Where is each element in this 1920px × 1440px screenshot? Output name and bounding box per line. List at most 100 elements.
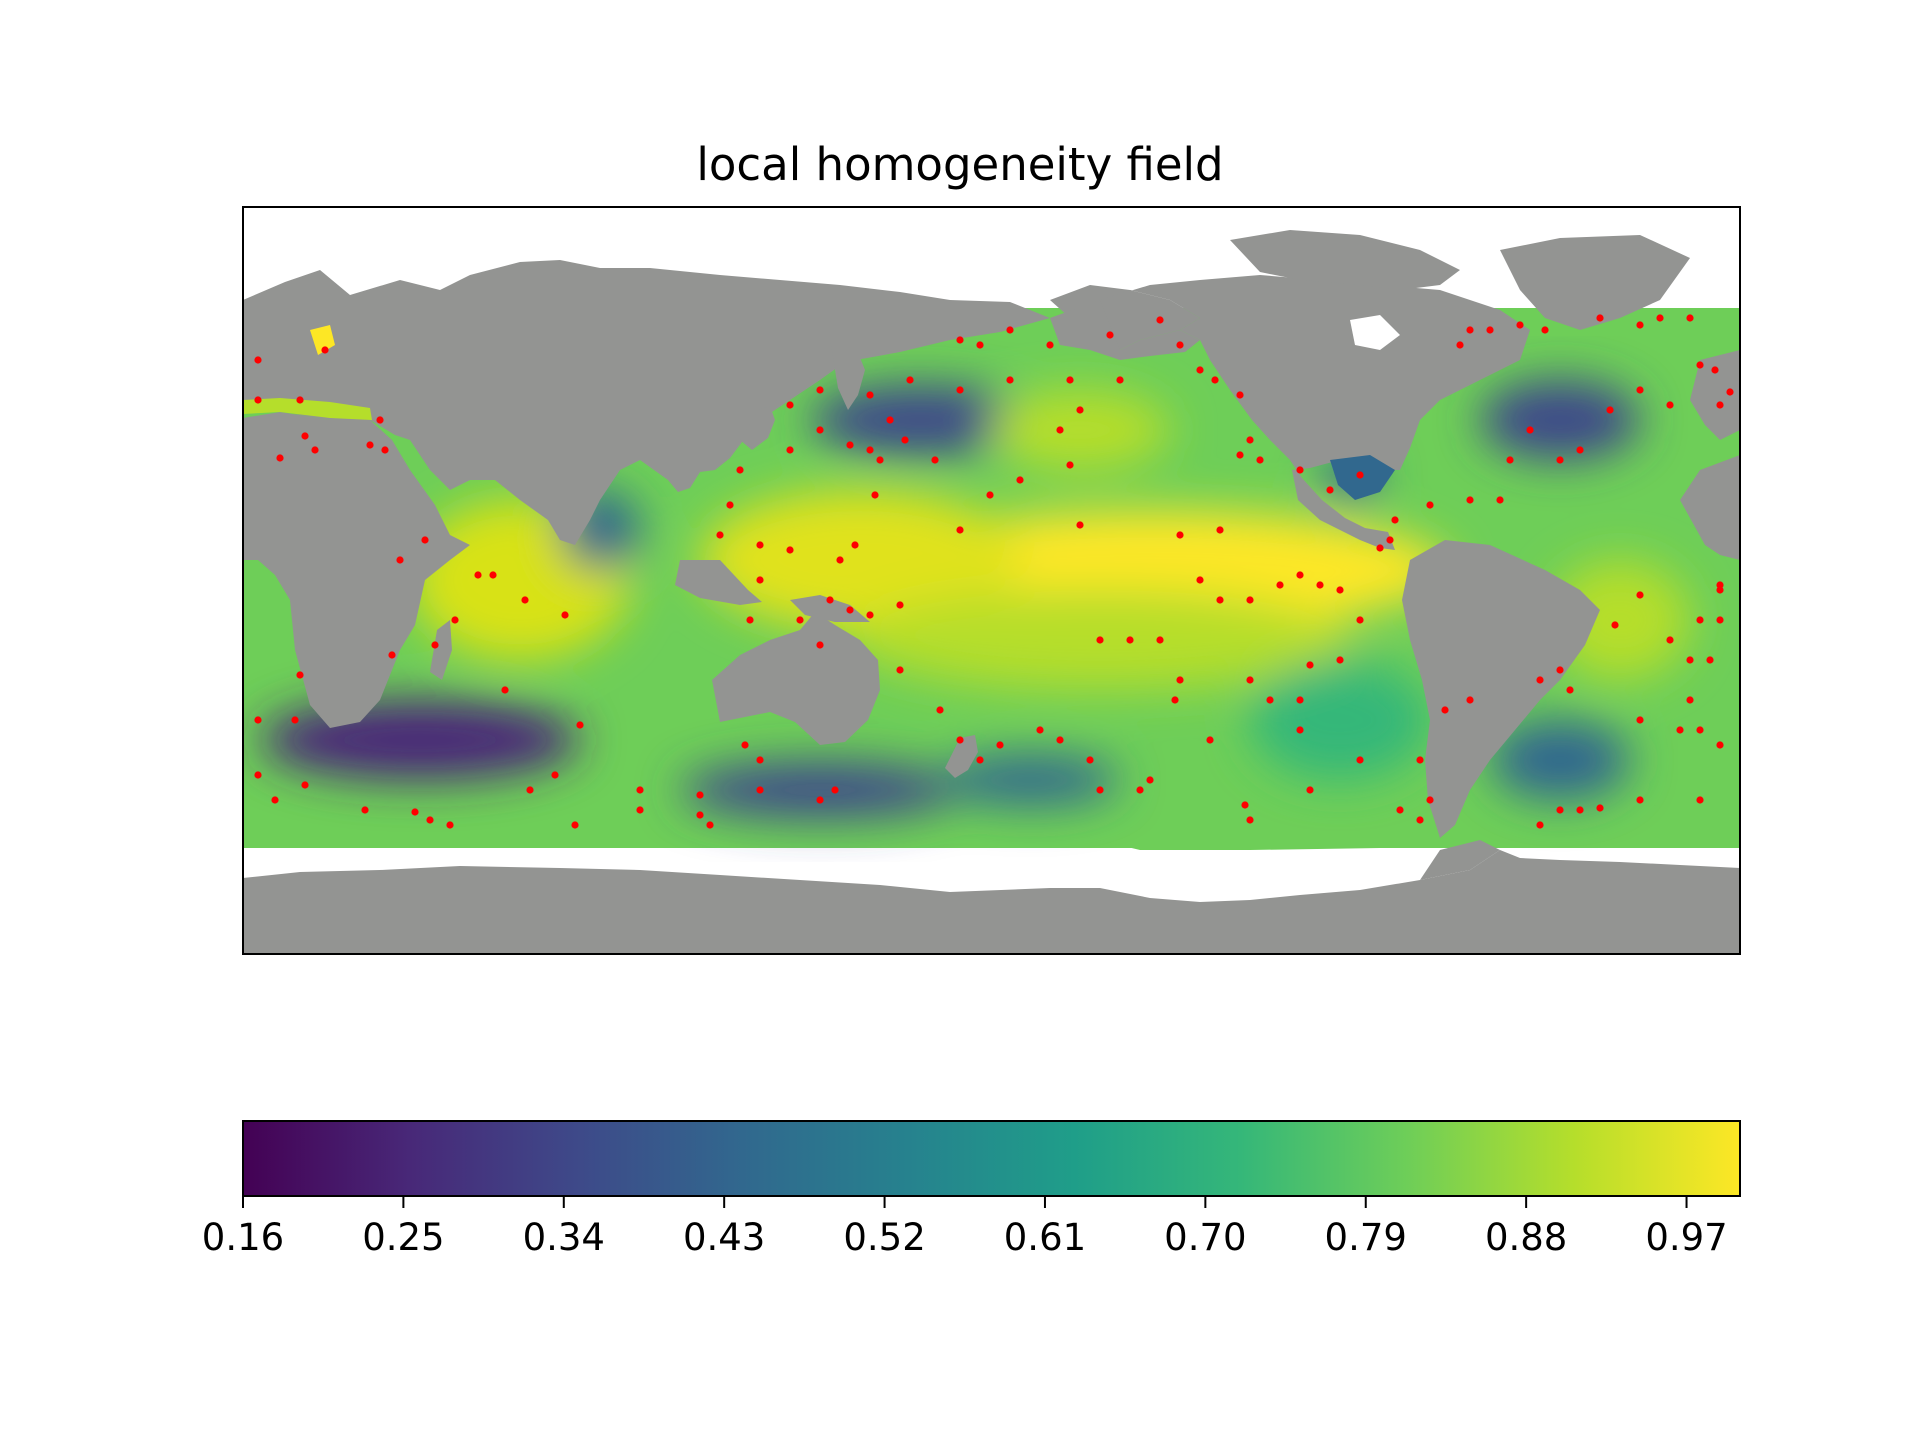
station-marker (1556, 666, 1564, 674)
station-marker (986, 491, 994, 499)
field-tropical-atlantic (1550, 560, 1690, 680)
colorbar-tick-label: 0.52 (843, 1216, 925, 1259)
station-marker (301, 781, 309, 789)
station-marker (561, 611, 569, 619)
station-marker (361, 806, 369, 814)
station-marker (1576, 446, 1584, 454)
colorbar-tick-label: 0.88 (1485, 1216, 1567, 1259)
station-marker (876, 456, 884, 464)
station-marker (756, 786, 764, 794)
station-marker (741, 741, 749, 749)
land-new-guinea (790, 595, 870, 622)
station-marker (696, 791, 704, 799)
station-marker (1426, 501, 1434, 509)
baltic (310, 325, 335, 355)
station-marker (836, 556, 844, 564)
station-marker (1296, 571, 1304, 579)
station-marker (1356, 616, 1364, 624)
station-marker (1556, 456, 1564, 464)
station-marker (1356, 471, 1364, 479)
colorbar-gradient (243, 1121, 1740, 1196)
colorbar-tick-label: 0.70 (1164, 1216, 1246, 1259)
station-marker (976, 341, 984, 349)
station-marker (526, 786, 534, 794)
land-kamchatka (830, 340, 865, 410)
land-new-zealand (945, 735, 978, 778)
station-marker (1246, 596, 1254, 604)
station-marker (1396, 806, 1404, 814)
station-marker (1066, 461, 1074, 469)
station-marker (1666, 636, 1674, 644)
station-marker (1336, 586, 1344, 594)
field-west-pacific (700, 490, 1020, 630)
station-marker (906, 376, 914, 384)
station-marker (1596, 314, 1604, 322)
station-marker (1006, 326, 1014, 334)
station-marker (446, 821, 454, 829)
colorbar: 0.16 0.25 0.34 0.43 0.52 0.61 0.70 0.79 0.88 0.97 (202, 1120, 1741, 1259)
station-marker (1146, 776, 1154, 784)
station-marker (381, 446, 389, 454)
station-marker (1126, 636, 1134, 644)
station-marker (426, 816, 434, 824)
station-marker (786, 546, 794, 554)
station-marker (1466, 696, 1474, 704)
station-marker (1536, 676, 1544, 684)
station-marker (1716, 401, 1724, 409)
station-marker (271, 796, 279, 804)
land-madagascar (430, 620, 452, 680)
station-marker (1636, 591, 1644, 599)
field-tasman-low (940, 755, 1120, 805)
station-marker (1456, 341, 1464, 349)
station-marker (1066, 376, 1074, 384)
station-marker (636, 806, 644, 814)
mediterranean (243, 398, 372, 420)
station-marker (1486, 326, 1494, 334)
hudson-bay (1350, 315, 1400, 350)
station-marker (1391, 516, 1399, 524)
station-marker (1356, 756, 1364, 764)
colorbar-tick-label: 0.61 (1004, 1216, 1086, 1259)
station-marker (571, 821, 579, 829)
station-marker (366, 441, 374, 449)
station-marker (411, 808, 419, 816)
station-marker (1106, 331, 1114, 339)
station-marker (1046, 341, 1054, 349)
station-marker (816, 386, 824, 394)
station-marker (1716, 581, 1724, 589)
station-marker (831, 786, 839, 794)
station-marker (1316, 581, 1324, 589)
station-marker (1236, 391, 1244, 399)
station-marker (866, 391, 874, 399)
station-marker (846, 606, 854, 614)
station-marker (1056, 426, 1064, 434)
land-africa (243, 412, 470, 728)
station-marker (421, 536, 429, 544)
colorbar-frame (242, 1120, 1741, 1197)
map-panel (243, 207, 1740, 954)
station-marker (736, 466, 744, 474)
station-marker (388, 651, 396, 659)
station-marker (1076, 521, 1084, 529)
land-alaska (1050, 300, 1200, 360)
station-marker (1116, 376, 1124, 384)
station-marker (1566, 686, 1574, 694)
station-marker (1636, 321, 1644, 329)
station-marker (846, 441, 854, 449)
station-marker (1416, 816, 1424, 824)
station-marker (826, 596, 834, 604)
station-marker (1716, 741, 1724, 749)
station-marker (1606, 406, 1614, 414)
station-marker (1326, 486, 1334, 494)
station-marker (786, 446, 794, 454)
station-marker (636, 786, 644, 794)
station-marker (1636, 796, 1644, 804)
station-marker (291, 716, 299, 724)
land-eurasia (243, 260, 1050, 545)
land-africa-east-edge (1680, 455, 1740, 560)
station-marker (956, 336, 964, 344)
station-marker (996, 741, 1004, 749)
station-marker (254, 771, 262, 779)
station-marker (576, 721, 584, 729)
station-marker (311, 446, 319, 454)
